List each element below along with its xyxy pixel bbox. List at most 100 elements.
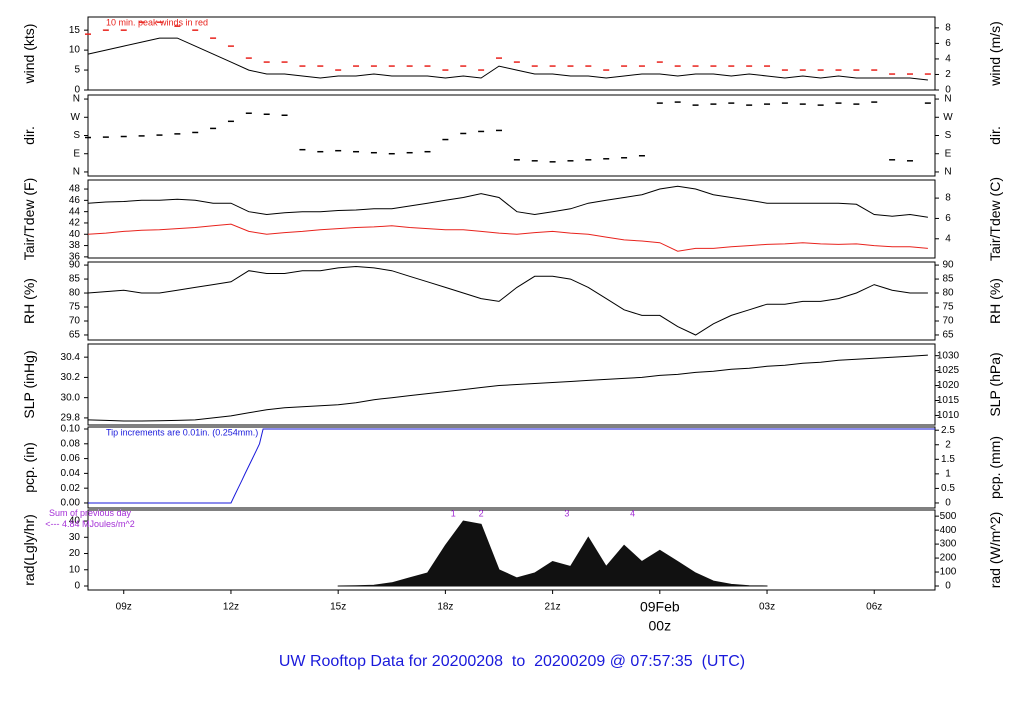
data-line (87, 354, 928, 422)
y2-axis-label: wind (m/s) (987, 21, 1003, 87)
y-tick-label: E (73, 148, 80, 159)
y2-tick-label: 70 (942, 316, 954, 327)
y2-tick-label: S (945, 130, 952, 141)
y-axis-label: RH (%) (21, 278, 37, 324)
x-tick-label: 12z (223, 602, 239, 613)
y-axis-label: SLP (inHg) (21, 350, 37, 418)
y-tick-label: 0 (74, 85, 80, 96)
y2-axis-label: Tair/Tdew (C) (987, 177, 1003, 261)
x-tick-label: 15z (330, 602, 346, 613)
data-line (87, 265, 928, 336)
y-axis-label: dir. (21, 126, 37, 145)
y2-tick-label: 75 (942, 302, 954, 313)
y-axis-label: rad(Lgly/hr) (21, 514, 37, 586)
y-tick-label: S (73, 130, 80, 141)
y-tick-label: 0.06 (61, 453, 81, 464)
y-tick-label: 75 (69, 302, 81, 313)
y-tick-label: 42 (69, 218, 81, 229)
panel-frame (87, 509, 936, 591)
y-tick-label: 38 (69, 240, 81, 251)
y2-tick-label: 1015 (937, 395, 960, 406)
x-tick-label: 09z (116, 602, 132, 613)
y2-tick-label: 0.5 (941, 483, 955, 494)
x-tick-sublabel: 00z (649, 618, 672, 634)
y-tick-label: 20 (69, 548, 81, 559)
y-tick-label: 40 (69, 516, 81, 527)
y2-tick-label: 100 (940, 567, 957, 578)
y2-tick-label: 1010 (937, 410, 960, 421)
x-tick-label: 06z (866, 602, 882, 613)
y2-tick-label: N (944, 94, 951, 105)
y-axis-label: wind (kts) (21, 24, 37, 85)
panel-frame (87, 426, 936, 509)
panel-frame (87, 261, 936, 341)
y2-tick-label: N (944, 167, 951, 178)
y2-tick-label: 1 (945, 469, 951, 480)
y2-axis-label: rad (W/m^2) (987, 512, 1003, 589)
y2-tick-label: 4 (945, 54, 951, 65)
y2-tick-label: 90 (942, 260, 954, 271)
data-line (88, 428, 935, 504)
x-tick-label: 09Feb (640, 599, 680, 615)
annotation: Sum of previous day (49, 508, 132, 518)
y2-tick-label: 6 (945, 38, 951, 49)
y-tick-label: 90 (69, 260, 81, 271)
y2-tick-label: 1030 (937, 350, 960, 361)
y-tick-label: 65 (69, 330, 81, 341)
y-tick-label: 0.10 (61, 424, 81, 435)
data-line (87, 223, 928, 252)
y-tick-label: 0 (74, 581, 80, 592)
x-tick-label: 03z (759, 602, 775, 613)
x-tick-label: 21z (545, 602, 561, 613)
y-tick-label: 29.8 (61, 413, 81, 424)
panel-frame (87, 343, 936, 426)
y-tick-label: 5 (74, 65, 80, 76)
y-tick-label: 46 (69, 195, 81, 206)
y2-tick-label: 8 (945, 23, 951, 34)
y-tick-label: 30.4 (61, 352, 81, 363)
y-tick-label: 40 (69, 229, 81, 240)
panel-frame (87, 94, 936, 177)
y2-tick-label: 500 (940, 511, 957, 522)
annotation: <--- 4.84 MJoules/m^2 (45, 519, 135, 529)
y2-tick-label: 1.5 (941, 454, 955, 465)
y-axis-label: pcp. (in) (21, 442, 37, 493)
y2-tick-label: 2 (945, 439, 951, 450)
y-tick-label: 0.08 (61, 438, 81, 449)
y2-tick-label: 80 (942, 288, 954, 299)
y-tick-label: 10 (69, 564, 81, 575)
peak-marker: 4 (630, 508, 635, 518)
y-tick-label: 30 (69, 532, 81, 543)
y-tick-label: 15 (69, 25, 81, 36)
y2-tick-label: 400 (940, 525, 957, 536)
y2-tick-label: 2.5 (941, 425, 955, 436)
peak-marker: 1 (451, 508, 456, 518)
y-tick-label: N (73, 94, 80, 105)
y-tick-label: 48 (69, 184, 81, 195)
peak-marker: 2 (479, 508, 484, 518)
y-tick-label: 30.2 (61, 372, 81, 383)
y-tick-label: 85 (69, 274, 81, 285)
y-tick-label: 0.04 (61, 468, 81, 479)
peak-marker: 3 (564, 508, 569, 518)
y2-axis-label: RH (%) (987, 278, 1003, 324)
y2-tick-label: 0 (945, 581, 951, 592)
y-tick-label: 80 (69, 288, 81, 299)
y2-tick-label: 1020 (937, 380, 960, 391)
y-axis-label: Tair/Tdew (F) (21, 178, 37, 260)
y2-tick-label: 8 (945, 193, 951, 204)
y-tick-label: 36 (69, 252, 81, 263)
y-tick-label: W (71, 112, 81, 123)
figure-title: UW Rooftop Data for 20200208 to 20200209… (279, 653, 745, 670)
y2-tick-label: 1025 (937, 365, 960, 376)
y2-tick-label: 6 (945, 213, 951, 224)
y-tick-label: 0.02 (61, 483, 81, 494)
y2-axis-label: SLP (hPa) (987, 352, 1003, 416)
y-tick-label: N (73, 167, 80, 178)
y2-tick-label: 2 (945, 69, 951, 80)
panel-frame (87, 16, 936, 91)
y2-tick-label: W (943, 112, 953, 123)
data-line (87, 37, 928, 81)
